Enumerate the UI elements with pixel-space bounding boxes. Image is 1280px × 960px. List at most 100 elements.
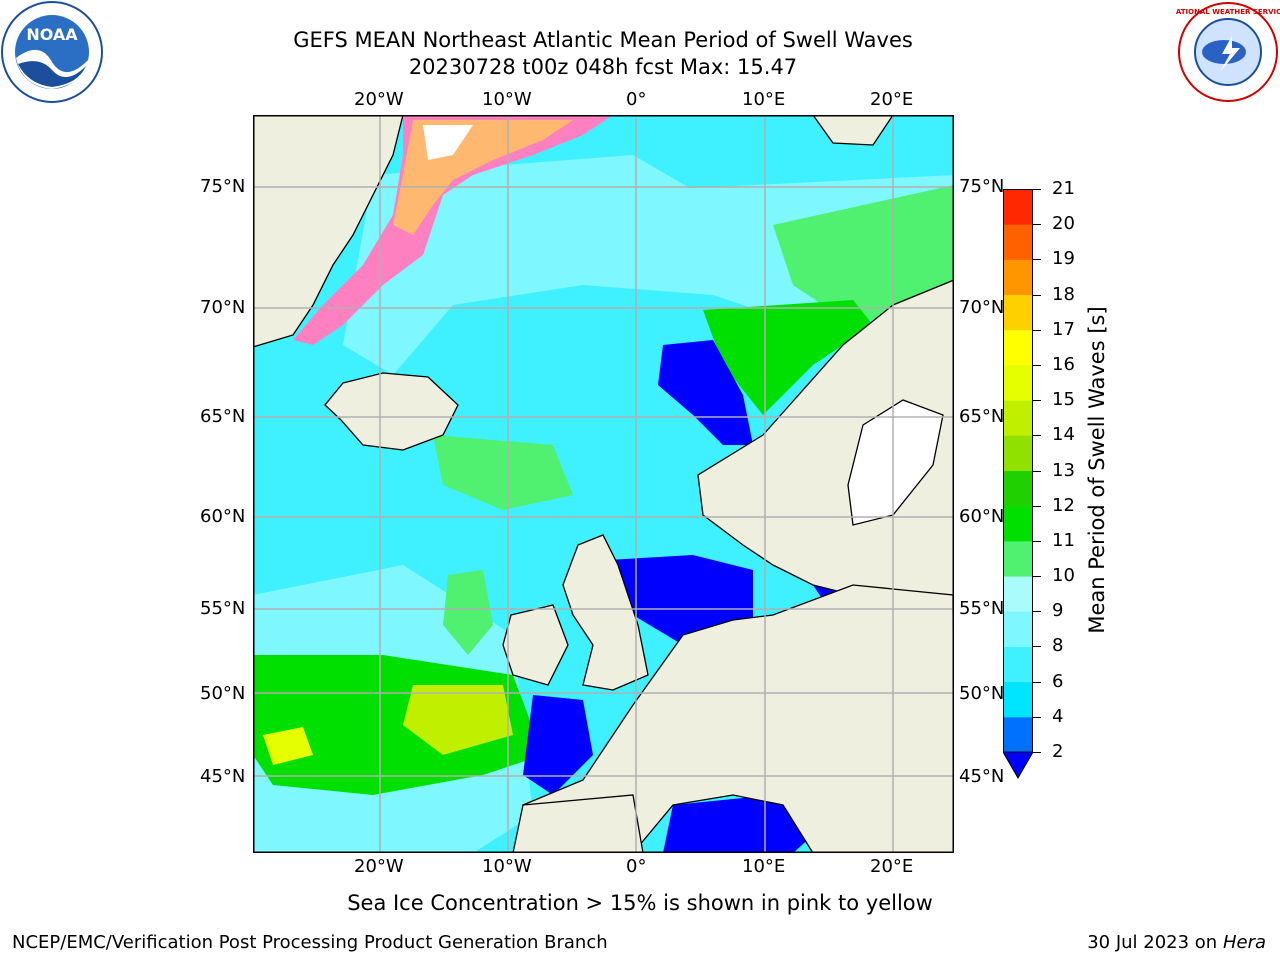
swell-zone-green-norway xyxy=(703,300,873,415)
date-text: 30 Jul 2023 on xyxy=(1087,932,1218,953)
colorbar-segment xyxy=(1003,259,1033,296)
colorbar-segment xyxy=(1003,611,1033,647)
colorbar-segment xyxy=(1003,646,1033,683)
noaa-logo-icon: NOAA xyxy=(1,1,103,103)
colorbar-tick-label: 17 xyxy=(1052,318,1075,340)
colorbar-segment xyxy=(1003,400,1033,436)
colorbar-tick-mark xyxy=(1033,576,1041,578)
colorbar-segment xyxy=(1003,681,1033,718)
map-panel xyxy=(253,115,954,853)
colorbar-segment xyxy=(1003,189,1033,225)
swell-zone-yellow-south xyxy=(403,685,513,755)
colorbar-segment xyxy=(1003,224,1033,260)
lat-tick-left-55n: 55°N xyxy=(200,598,246,619)
colorbar-tick-label: 18 xyxy=(1052,283,1075,305)
colorbar xyxy=(1003,189,1033,779)
colorbar-tick-label: 13 xyxy=(1052,459,1075,481)
nws-logo-text: NATIONAL WEATHER SERVICE xyxy=(1176,8,1280,16)
colorbar-segment xyxy=(1003,470,1033,507)
colorbar-tick-label: 12 xyxy=(1052,494,1075,516)
colorbar-tick-mark xyxy=(1033,540,1041,542)
land-ireland xyxy=(502,604,569,686)
lon-tick-top-20w: 20°W xyxy=(354,89,404,110)
colorbar-tick-label: 21 xyxy=(1052,178,1075,199)
colorbar-tick-label: 2 xyxy=(1052,741,1064,762)
colorbar-tick-mark xyxy=(1033,611,1041,613)
swell-zone-blue-biscay xyxy=(523,695,593,795)
colorbar-tick-mark xyxy=(1033,400,1041,402)
colorbar-tick-label: 14 xyxy=(1052,424,1075,446)
lon-tick-top-10w: 10°W xyxy=(482,89,532,110)
colorbar-tick-mark xyxy=(1033,224,1041,226)
swell-zone-green-north xyxy=(773,185,954,325)
swell-zone-green-faroes xyxy=(433,435,573,510)
lon-tick-bottom-20e: 20°E xyxy=(870,856,914,877)
swell-zone-blue-med xyxy=(663,795,813,853)
lat-tick-right-65n: 65°N xyxy=(959,406,1005,427)
colorbar-tick-mark xyxy=(1033,470,1041,472)
colorbar-tick-mark xyxy=(1033,294,1041,296)
sea-ice-note: Sea Ice Concentration > 15% is shown in … xyxy=(347,891,933,915)
nws-logo-icon: NATIONAL WEATHER SERVICE xyxy=(1176,2,1280,102)
colorbar-tick-label: 11 xyxy=(1052,529,1075,551)
land-svalbard xyxy=(812,115,894,146)
colorbar-tick-label: 10 xyxy=(1052,565,1075,587)
colorbar-title: Mean Period of Swell Waves [s] xyxy=(1085,306,1109,634)
colorbar-segment xyxy=(1003,435,1033,471)
lon-tick-bottom-10w: 10°W xyxy=(482,856,532,877)
swell-zone-green-rockall xyxy=(443,570,493,655)
lat-tick-right-45n: 45°N xyxy=(959,766,1005,787)
land-iceland xyxy=(324,372,459,451)
colorbar-segment xyxy=(1003,716,1033,753)
colorbar-tick-mark xyxy=(1033,435,1041,437)
lat-tick-left-45n: 45°N xyxy=(200,766,246,787)
lat-tick-left-65n: 65°N xyxy=(200,406,246,427)
colorbar-border xyxy=(1003,189,1033,753)
land-greenland xyxy=(253,115,404,348)
lat-tick-left-60n: 60°N xyxy=(200,506,246,527)
lat-tick-left-70n: 70°N xyxy=(200,297,246,318)
lon-tick-top-0: 0° xyxy=(626,89,647,110)
swell-zone-blue-northsea xyxy=(608,555,753,645)
land-continent xyxy=(522,584,954,853)
lon-tick-bottom-20w: 20°W xyxy=(354,856,404,877)
colorbar-tick-mark xyxy=(1033,752,1041,753)
colorbar-tick-label: 8 xyxy=(1052,635,1064,657)
map-border xyxy=(253,115,954,853)
lat-tick-right-60n: 60°N xyxy=(959,506,1005,527)
sea-ice-core xyxy=(423,125,473,160)
colorbar-segment xyxy=(1003,505,1033,542)
colorbar-segment xyxy=(1003,364,1033,401)
colorbar-tick-mark xyxy=(1033,364,1041,366)
lat-tick-right-70n: 70°N xyxy=(959,297,1005,318)
generation-date: 30 Jul 2023 on Hera xyxy=(1087,932,1266,953)
colorbar-tick-mark xyxy=(1033,716,1041,718)
colorbar-tick-mark xyxy=(1033,505,1041,507)
land-britain xyxy=(562,534,649,691)
colorbar-tick-label: 6 xyxy=(1052,670,1064,692)
lon-tick-top-20e: 20°E xyxy=(870,89,914,110)
colorbar-tick-label: 15 xyxy=(1052,389,1075,411)
swell-zone-yellow-west xyxy=(263,727,313,765)
lat-tick-right-55n: 55°N xyxy=(959,598,1005,619)
lon-tick-top-10e: 10°E xyxy=(742,89,786,110)
colorbar-tick-label: 20 xyxy=(1052,213,1075,235)
land-gulf-of-bothnia xyxy=(847,399,944,526)
colorbar-tick-mark xyxy=(1033,259,1041,261)
colorbar-segment xyxy=(1003,329,1033,366)
lon-tick-bottom-10e: 10°E xyxy=(742,856,786,877)
lat-tick-left-75n: 75°N xyxy=(200,176,246,197)
chart-subtitle: 20230728 t00z 048h fcst Max: 15.47 xyxy=(408,55,798,79)
colorbar-tick-label: 19 xyxy=(1052,248,1075,270)
colorbar-tick-label: 16 xyxy=(1052,353,1075,375)
swell-zone-blue-norwegian xyxy=(658,340,753,445)
host-name: Hera xyxy=(1222,932,1266,953)
colorbar-tick-mark xyxy=(1033,329,1041,331)
colorbar-tick-mark xyxy=(1033,681,1041,683)
land-iberia xyxy=(512,794,644,853)
lat-tick-right-75n: 75°N xyxy=(959,176,1005,197)
colorbar-segment xyxy=(1003,294,1033,331)
lat-tick-left-50n: 50°N xyxy=(200,683,246,704)
colorbar-segment xyxy=(1003,576,1033,612)
sea-ice-edge xyxy=(293,115,613,345)
